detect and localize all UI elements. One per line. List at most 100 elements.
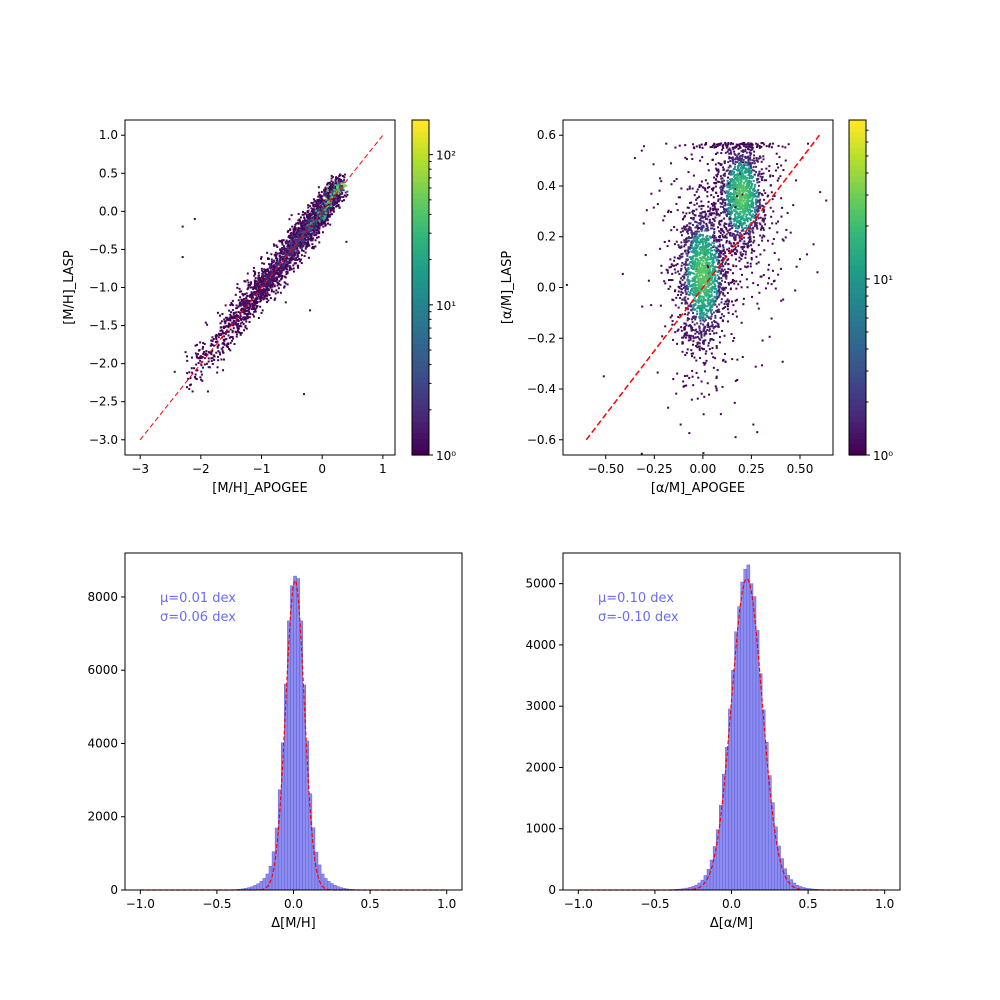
density-point <box>275 271 278 274</box>
density-point <box>731 158 734 161</box>
density-point <box>699 280 702 283</box>
density-point <box>284 265 287 268</box>
density-point <box>229 313 232 316</box>
density-point <box>299 241 302 244</box>
density-point <box>266 287 269 290</box>
density-point <box>734 218 737 221</box>
density-point <box>725 286 728 289</box>
density-point <box>732 158 735 161</box>
density-point <box>273 273 276 276</box>
density-point <box>706 244 709 247</box>
density-point <box>230 316 233 319</box>
density-point <box>316 226 319 229</box>
density-point <box>310 232 313 235</box>
density-point <box>736 220 739 223</box>
density-point <box>272 243 275 246</box>
density-point <box>704 283 707 286</box>
density-point <box>259 299 262 302</box>
density-point <box>729 231 732 234</box>
density-point <box>237 327 240 330</box>
density-point <box>263 291 266 294</box>
density-point <box>277 262 280 265</box>
density-point <box>192 367 195 370</box>
density-point <box>274 292 277 295</box>
density-point <box>728 242 731 245</box>
density-point <box>727 250 730 253</box>
density-point <box>750 202 753 205</box>
density-point <box>270 262 273 265</box>
density-point <box>641 305 644 308</box>
density-point <box>738 197 741 200</box>
density-point <box>699 285 702 288</box>
outlier-point <box>309 309 312 312</box>
density-point <box>333 196 336 199</box>
colorbar-band <box>412 343 429 350</box>
density-point <box>668 239 671 242</box>
density-point <box>227 334 230 337</box>
density-point <box>222 327 225 330</box>
density-point <box>242 316 245 319</box>
density-point <box>272 265 275 268</box>
density-point <box>254 273 257 276</box>
density-point <box>318 222 321 225</box>
density-point <box>752 192 755 195</box>
density-point <box>293 230 296 233</box>
colorbar-band <box>412 281 429 289</box>
density-point <box>314 205 317 208</box>
density-point <box>330 201 333 204</box>
density-point <box>718 341 721 344</box>
density-point <box>305 238 308 241</box>
density-point <box>699 238 702 241</box>
density-point <box>718 230 721 233</box>
density-point <box>694 285 697 288</box>
density-point <box>211 336 214 339</box>
density-point <box>689 338 692 341</box>
density-point <box>745 145 748 148</box>
density-point <box>753 173 756 176</box>
density-point <box>722 292 725 295</box>
density-point <box>751 198 754 201</box>
density-point <box>685 302 688 305</box>
density-point <box>660 264 663 267</box>
density-point <box>716 310 719 313</box>
density-point <box>691 316 694 319</box>
density-point <box>241 300 244 303</box>
density-point <box>222 325 225 328</box>
density-point <box>218 314 221 317</box>
density-point <box>272 270 275 273</box>
density-point <box>724 191 727 194</box>
density-point <box>268 294 271 297</box>
density-point <box>757 174 760 177</box>
density-point <box>697 299 700 302</box>
density-point <box>683 375 686 378</box>
density-point <box>266 273 269 276</box>
density-point <box>216 371 219 374</box>
density-point <box>284 241 287 244</box>
density-point <box>718 259 721 262</box>
density-point <box>295 235 298 238</box>
density-point <box>722 252 725 255</box>
density-point <box>330 174 333 177</box>
density-point <box>700 298 703 301</box>
density-point <box>713 239 716 242</box>
density-point <box>323 203 326 206</box>
density-point <box>342 182 345 185</box>
density-point <box>723 198 726 201</box>
density-point <box>712 274 715 277</box>
density-point <box>238 290 241 293</box>
density-point <box>219 329 222 332</box>
density-point <box>684 260 687 263</box>
density-point <box>203 350 206 353</box>
density-point <box>262 288 265 291</box>
density-point <box>749 146 752 149</box>
colorbar-band <box>412 125 429 132</box>
density-point <box>307 219 310 222</box>
density-point <box>761 141 764 144</box>
density-point <box>242 322 245 325</box>
density-point <box>717 269 720 272</box>
density-point <box>680 241 683 244</box>
density-point <box>207 366 210 369</box>
density-point <box>253 285 256 288</box>
density-point <box>748 175 751 178</box>
density-point <box>299 227 302 230</box>
